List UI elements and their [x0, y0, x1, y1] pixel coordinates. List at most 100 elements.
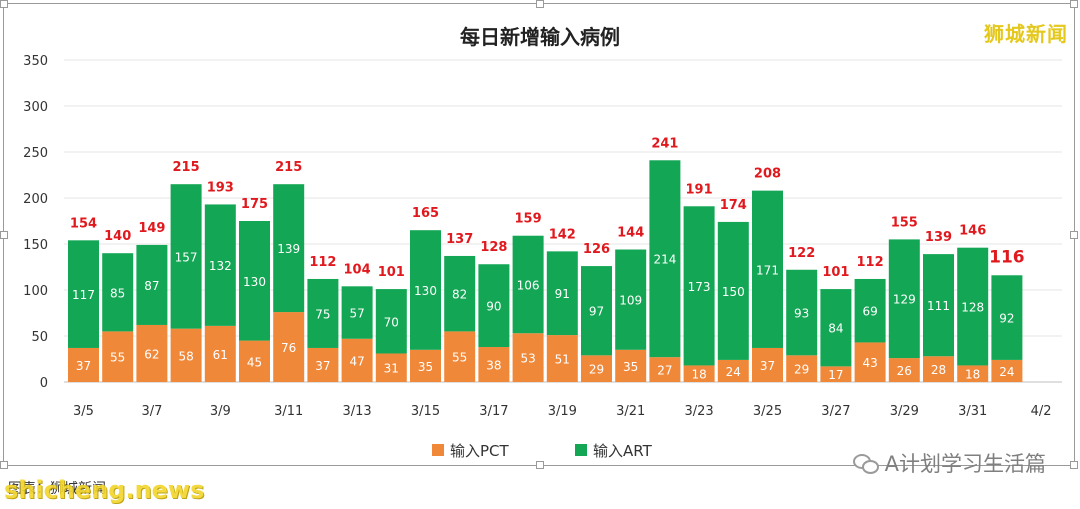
bar-pct: [683, 365, 715, 382]
bar-pct: [546, 335, 578, 382]
data-label-art: 173: [688, 280, 711, 294]
x-tick-label: 3/27: [821, 404, 850, 419]
bar-pct: [136, 324, 168, 382]
bar-art: [478, 264, 510, 348]
bar-art: [649, 160, 681, 358]
data-label-total: 116: [989, 247, 1025, 267]
data-label-art: 130: [414, 284, 437, 298]
legend-label-art: 输入ART: [593, 442, 653, 460]
bar-pct: [273, 312, 305, 382]
x-axis: 3/5 3/7 3/9 3/11 3/13 3/15 3/17 3/19 3/21 3/23 3/2…: [73, 404, 1052, 419]
bar-art: [102, 253, 134, 332]
data-label-art: 139: [277, 242, 300, 256]
bar-art: [888, 239, 920, 359]
x-tick-label: 3/11: [274, 404, 303, 419]
resize-handle-bottom-left[interactable]: [0, 461, 8, 469]
wechat-account-watermark: A计划学习生活篇: [852, 448, 1046, 478]
data-label-pct: 61: [213, 348, 228, 362]
data-label-total: 155: [891, 215, 918, 230]
data-label-art: 111: [927, 299, 950, 313]
data-label-art: 69: [862, 305, 877, 319]
data-label-pct: 37: [315, 359, 330, 373]
x-tick-label: 3/9: [210, 404, 231, 419]
data-label-total: 174: [720, 198, 747, 213]
bar-art: [957, 247, 989, 366]
x-tick-label: 3/15: [411, 404, 440, 419]
resize-handle-top-left[interactable]: [0, 0, 8, 8]
data-label-pct: 35: [623, 360, 638, 374]
y-tick-label: 300: [23, 100, 48, 115]
data-label-pct: 53: [520, 352, 535, 366]
data-label-pct: 26: [897, 364, 912, 378]
x-tick-label: 3/19: [548, 404, 577, 419]
data-label-art: 87: [144, 279, 159, 293]
data-label-pct: 31: [384, 362, 399, 376]
bar-pct: [615, 349, 647, 382]
bar-art: [273, 184, 305, 313]
data-label-total: 140: [104, 229, 131, 244]
data-label-pct: 45: [247, 355, 262, 369]
resize-handle-top-mid[interactable]: [536, 0, 544, 8]
bar-pct: [478, 347, 510, 382]
data-label-total: 191: [686, 182, 713, 197]
data-label-total: 104: [344, 262, 371, 277]
data-label-art: 90: [486, 300, 501, 314]
data-label-art: 214: [653, 253, 676, 267]
data-label-art: 109: [619, 294, 642, 308]
data-label-pct: 24: [999, 365, 1014, 379]
bar-art: [752, 190, 783, 348]
data-label-art: 70: [384, 315, 399, 329]
data-label-pct: 37: [76, 359, 91, 373]
resize-handle-top-right[interactable]: [1070, 0, 1078, 8]
wechat-icon: [852, 452, 879, 474]
bar-art: [307, 278, 339, 348]
bar-art: [683, 206, 715, 366]
data-label-total: 208: [754, 167, 781, 182]
data-label-art: 75: [315, 307, 330, 321]
bars: 37 117 154 55 85 140 62 87 149 58 157 215 61 132 193 45…: [68, 136, 1025, 382]
y-tick-label: 350: [23, 54, 48, 69]
site-watermark: shicheng.news: [4, 476, 205, 504]
x-tick-label: 3/21: [616, 404, 645, 419]
y-tick-label: 50: [31, 330, 48, 345]
legend-swatch-pct: [432, 444, 444, 456]
bar-art: [68, 240, 99, 348]
y-tick-label: 150: [23, 238, 48, 253]
data-label-art: 97: [589, 305, 604, 319]
resize-handle-bottom-right[interactable]: [1070, 461, 1078, 469]
y-tick-label: 100: [23, 284, 48, 299]
data-label-pct: 38: [486, 359, 501, 373]
data-label-total: 215: [173, 160, 200, 175]
data-label-pct: 55: [452, 351, 467, 365]
chart-title: 每日新增输入病例: [460, 25, 620, 49]
x-tick-label: 3/5: [73, 404, 94, 419]
data-label-pct: 17: [828, 368, 843, 382]
bar-art: [820, 289, 852, 367]
bar-pct: [581, 355, 612, 382]
data-label-total: 146: [959, 224, 986, 239]
bar-pct: [512, 333, 544, 382]
data-label-art: 157: [175, 250, 198, 264]
bar-pct: [717, 359, 749, 382]
x-tick-label: 3/13: [342, 404, 371, 419]
data-label-total: 159: [515, 212, 542, 227]
data-label-art: 92: [999, 312, 1014, 326]
y-tick-label: 0: [40, 376, 48, 391]
x-tick-label: 3/31: [958, 404, 987, 419]
data-label-total: 122: [788, 246, 815, 261]
data-label-art: 82: [452, 288, 467, 302]
data-label-art: 130: [243, 275, 266, 289]
data-label-art: 128: [961, 301, 984, 315]
resize-handle-right-mid[interactable]: [1070, 231, 1078, 239]
bar-pct: [239, 340, 270, 382]
resize-handle-bottom-mid[interactable]: [536, 461, 544, 469]
data-label-pct: 37: [760, 359, 775, 373]
bar-art: [170, 184, 202, 329]
bar-art: [717, 221, 749, 360]
bar-pct: [991, 359, 1023, 382]
data-label-art: 150: [722, 285, 745, 299]
data-label-pct: 29: [794, 363, 809, 377]
data-label-total: 137: [446, 232, 473, 247]
bar-pct: [752, 347, 783, 382]
resize-handle-left-mid[interactable]: [0, 231, 8, 239]
